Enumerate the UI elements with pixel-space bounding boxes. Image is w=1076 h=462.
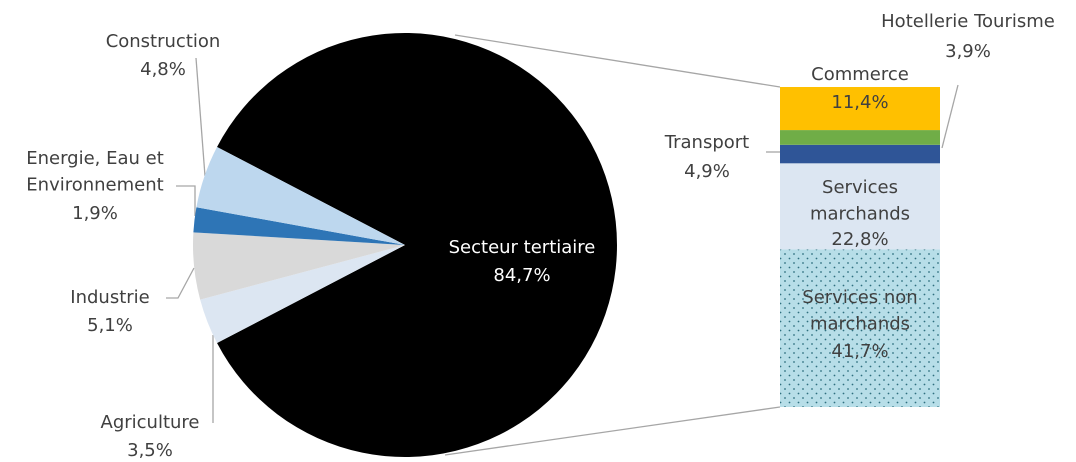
- pie-slice: [193, 207, 405, 245]
- connector: [454, 34, 781, 88]
- bar-segment: [780, 130, 940, 145]
- pie-slice: [217, 32, 618, 457]
- slice-label: Agriculture: [101, 412, 200, 433]
- segment-label: Services marchands: [810, 177, 910, 225]
- segment-value: 41,7%: [831, 341, 888, 362]
- bar-segment: [780, 87, 940, 131]
- slice-label: Energie, Eau et Environnement: [26, 148, 164, 196]
- slice-value: 5,1%: [87, 315, 133, 336]
- segment-label: Transport: [664, 132, 749, 153]
- leader: [166, 267, 195, 299]
- bar-segment: [780, 163, 940, 250]
- slice-value: 3,5%: [127, 440, 173, 461]
- leader-lines: [166, 34, 959, 456]
- bar-segment: [780, 144, 940, 164]
- segment-value: 22,8%: [831, 229, 888, 250]
- segment-value: 4,9%: [684, 161, 730, 182]
- pie-slice: [196, 146, 405, 245]
- leader: [941, 84, 959, 149]
- bar-pattern: [780, 249, 940, 407]
- pie-slice: [193, 232, 405, 300]
- segment-value: 3,9%: [945, 41, 991, 62]
- segment-value: 11,4%: [831, 92, 888, 113]
- pie-slice: [200, 245, 405, 344]
- slice-label: Construction: [106, 31, 221, 52]
- connector: [444, 406, 781, 456]
- slice-label: Secteur tertiaire: [449, 237, 596, 258]
- slice-label: Industrie: [70, 287, 149, 308]
- segment-label: Hotellerie Tourisme: [881, 11, 1055, 32]
- segment-label: Services non marchands: [802, 287, 917, 335]
- leader: [195, 57, 206, 177]
- slice-value: 4,8%: [140, 59, 186, 80]
- slice-value: 1,9%: [72, 203, 118, 224]
- segment-label: Commerce: [811, 64, 909, 85]
- leader: [176, 185, 196, 216]
- slice-value: 84,7%: [493, 265, 550, 286]
